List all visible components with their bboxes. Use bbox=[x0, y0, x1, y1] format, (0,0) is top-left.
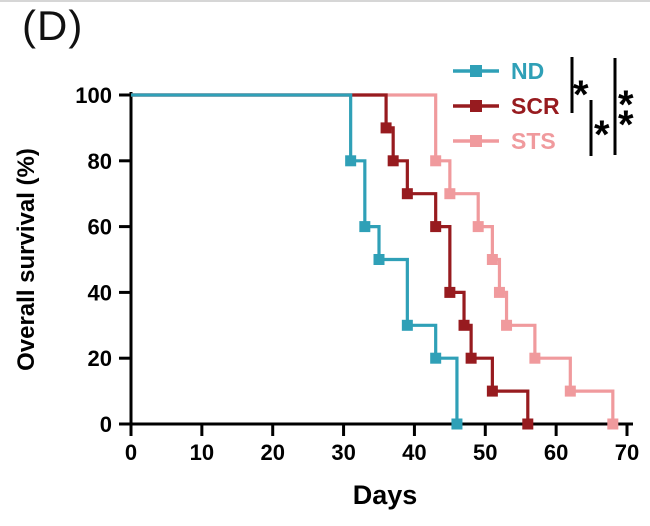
curve-marker-nd bbox=[373, 254, 385, 265]
curve-marker-nd bbox=[430, 352, 442, 364]
screenshot-top-border bbox=[0, 0, 650, 2]
x-tick-label: 60 bbox=[544, 440, 568, 465]
significance-asterisk: * bbox=[573, 73, 589, 117]
x-axis-title: Days bbox=[353, 480, 418, 510]
curve-marker-scr bbox=[380, 122, 392, 134]
y-tick-label: 100 bbox=[75, 83, 112, 108]
curve-marker-scr bbox=[430, 221, 442, 233]
panel-label: (D) bbox=[22, 2, 84, 49]
curve-marker-sts bbox=[564, 385, 576, 397]
survival-curve-sts bbox=[131, 93, 615, 424]
x-tick-label: 30 bbox=[331, 440, 355, 465]
x-tick-label: 40 bbox=[402, 440, 426, 465]
legend-item-sts bbox=[453, 135, 499, 147]
curve-marker-sts bbox=[430, 155, 442, 167]
legend-label: STS bbox=[511, 128, 556, 154]
curve-marker-sts bbox=[493, 286, 505, 298]
y-axis-title: Overall survival (%) bbox=[13, 148, 40, 371]
x-tick-label: 10 bbox=[190, 440, 214, 465]
y-tick-label: 40 bbox=[88, 280, 112, 305]
legend-item-nd bbox=[453, 65, 499, 77]
curve-marker-scr bbox=[444, 286, 456, 298]
y-tick-label: 80 bbox=[88, 149, 112, 174]
x-tick-label: 0 bbox=[125, 440, 137, 465]
curve-marker-scr bbox=[522, 418, 534, 430]
curve-marker-nd bbox=[401, 319, 413, 331]
legend: ND SCR STS bbox=[453, 58, 560, 154]
curve-marker-nd bbox=[345, 155, 357, 167]
curve-marker-sts bbox=[486, 254, 498, 265]
curve-marker-scr bbox=[458, 319, 470, 331]
curve-marker-scr bbox=[465, 352, 477, 364]
legend-swatch-square bbox=[470, 65, 482, 77]
y-tick-label: 60 bbox=[88, 215, 112, 240]
legend-swatch-square bbox=[470, 135, 482, 147]
x-tick-label: 70 bbox=[615, 440, 639, 465]
curve-marker-nd bbox=[451, 418, 463, 430]
legend-swatch-square bbox=[470, 100, 482, 112]
curve-marker-sts bbox=[472, 221, 484, 233]
legend-label: SCR bbox=[511, 93, 560, 119]
survival-curve-nd bbox=[131, 93, 459, 424]
y-tick-label: 0 bbox=[100, 412, 112, 437]
legend-label: ND bbox=[511, 58, 544, 84]
x-tick-label: 20 bbox=[260, 440, 284, 465]
curve-marker-scr bbox=[387, 155, 399, 167]
curve-marker-sts bbox=[501, 319, 513, 331]
curve-marker-scr bbox=[486, 385, 498, 397]
legend-item-scr bbox=[453, 100, 499, 112]
y-tick-label: 20 bbox=[88, 346, 112, 371]
curve-marker-scr bbox=[401, 188, 413, 200]
curve-marker-sts bbox=[529, 352, 541, 364]
curve-marker-sts bbox=[607, 418, 619, 430]
significance-asterisk: * bbox=[618, 83, 634, 127]
x-tick-label: 50 bbox=[473, 440, 497, 465]
significance-asterisk: * bbox=[594, 113, 610, 157]
curve-marker-nd bbox=[359, 221, 371, 233]
significance-asterisk: * bbox=[618, 103, 634, 147]
survival-curve-scr bbox=[131, 93, 530, 424]
curve-marker-sts bbox=[444, 188, 456, 200]
